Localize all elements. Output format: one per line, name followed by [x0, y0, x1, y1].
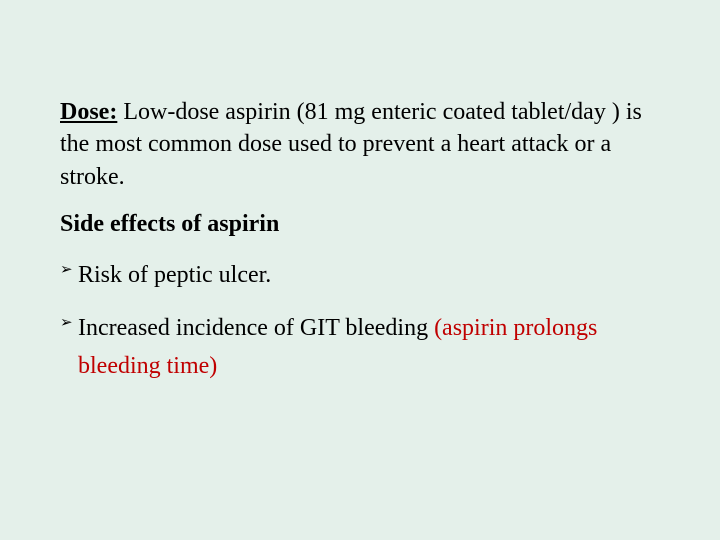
bullet-text-main: Increased incidence of GIT bleeding: [78, 315, 434, 341]
dose-text: Low-dose aspirin (81 mg enteric coated t…: [60, 99, 642, 190]
bullet-text: Risk of peptic ulcer.: [78, 256, 271, 294]
list-item: ➢ Risk of peptic ulcer.: [60, 256, 660, 294]
dose-paragraph: Dose: Low-dose aspirin (81 mg enteric co…: [60, 96, 660, 193]
bullet-icon: ➢: [60, 309, 78, 337]
slide: Dose: Low-dose aspirin (81 mg enteric co…: [0, 0, 720, 540]
bullet-icon: ➢: [60, 256, 78, 284]
bullet-text: Increased incidence of GIT bleeding (asp…: [78, 309, 660, 386]
dose-label: Dose:: [60, 99, 117, 125]
side-effects-heading: Side effects of aspirin: [60, 211, 660, 238]
list-item: ➢ Increased incidence of GIT bleeding (a…: [60, 309, 660, 386]
